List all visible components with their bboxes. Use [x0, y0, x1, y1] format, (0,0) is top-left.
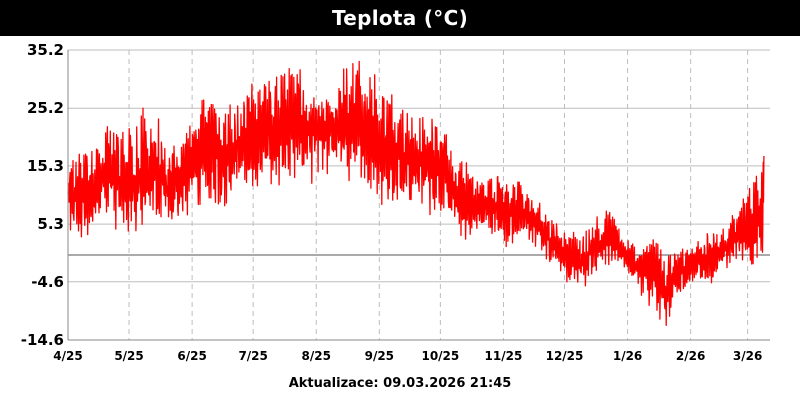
y-tick-label: -14.6	[21, 331, 64, 349]
x-tick-label: 3/26	[733, 349, 762, 363]
x-tick-label: 11/25	[485, 349, 523, 363]
y-tick-label: 35.2	[27, 41, 64, 59]
temperature-series-line	[67, 60, 765, 327]
x-tick-label: 12/25	[546, 349, 584, 363]
x-tick-label: 6/25	[177, 349, 206, 363]
x-tick-label: 2/26	[676, 349, 705, 363]
title-bar: Teplota (°C)	[0, 0, 800, 36]
chart-title: Teplota (°C)	[331, 6, 469, 30]
update-timestamp: Aktualizace: 09.03.2026 21:45	[288, 376, 512, 391]
x-tick-label: 10/25	[421, 349, 459, 363]
x-tick-label: 4/25	[53, 349, 82, 363]
y-tick-label: 15.3	[27, 157, 64, 175]
x-tick-label: 9/25	[365, 349, 394, 363]
series-layer	[67, 60, 765, 327]
y-tick-label: -4.6	[31, 273, 64, 291]
x-tick-label: 1/26	[613, 349, 642, 363]
x-tick-label: 5/25	[114, 349, 143, 363]
y-tick-label: 5.3	[37, 215, 64, 233]
axis-layer: 35.2 25.2 15.3 5.3 -4.6 -14.64/25 5/25 6/25 7/25…	[21, 41, 770, 363]
x-tick-label: 8/25	[302, 349, 331, 363]
x-tick-label: 7/25	[238, 349, 267, 363]
y-tick-label: 25.2	[27, 99, 64, 117]
